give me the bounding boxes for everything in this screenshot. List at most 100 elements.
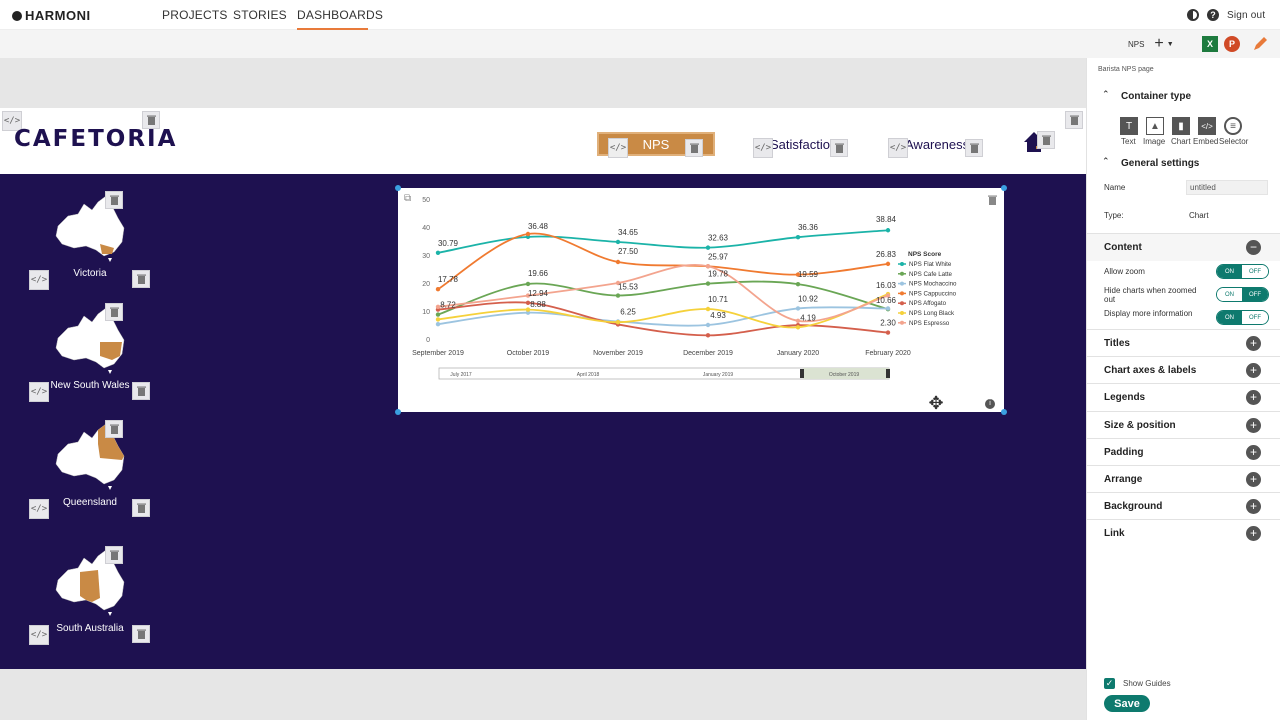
- delete-button[interactable]: [132, 625, 150, 643]
- display-more-toggle[interactable]: ON OFF: [1216, 310, 1269, 325]
- powerpoint-export-icon[interactable]: P: [1224, 36, 1240, 52]
- plus-icon[interactable]: +: [1246, 363, 1261, 379]
- legend-entry: NPS Mochaccino: [909, 281, 957, 288]
- state-map-sa[interactable]: [50, 546, 130, 616]
- resize-handle-bottom-left[interactable]: [395, 409, 401, 415]
- edit-pencil-icon[interactable]: [1251, 35, 1269, 53]
- nav-stories[interactable]: STORIES: [233, 8, 287, 22]
- tasmania: [108, 486, 112, 490]
- excel-export-icon[interactable]: X: [1202, 36, 1218, 52]
- info-icon[interactable]: i: [985, 399, 995, 409]
- image-type-icon[interactable]: ▲: [1146, 117, 1164, 135]
- delete-button[interactable]: [105, 546, 123, 564]
- tab-satisfaction[interactable]: Satisfaction: [770, 137, 838, 152]
- state-map-label: Queensland: [63, 497, 117, 508]
- container-type-heading[interactable]: Container type: [1121, 91, 1192, 102]
- help-icon[interactable]: ?: [1207, 9, 1219, 21]
- data-point: [525, 231, 531, 237]
- plus-icon[interactable]: +: [1246, 444, 1261, 460]
- theme-toggle-icon[interactable]: [1187, 9, 1199, 21]
- x-tick-label: November 2019: [593, 350, 643, 357]
- section-background[interactable]: Background +: [1087, 492, 1280, 520]
- highlighted-state: [100, 244, 114, 254]
- resize-handle-top-left[interactable]: [395, 185, 401, 191]
- allow-zoom-toggle[interactable]: ON OFF: [1216, 264, 1269, 279]
- nav-dashboards[interactable]: DASHBOARDS: [297, 8, 384, 22]
- open-external-icon[interactable]: ⧉: [404, 193, 412, 204]
- chevron-up-icon[interactable]: ⌃: [1102, 89, 1110, 99]
- content-section[interactable]: Content −: [1087, 233, 1280, 261]
- resize-handle-top-right[interactable]: [1001, 185, 1007, 191]
- section-chart-axes-labels[interactable]: Chart axes & labels +: [1087, 356, 1280, 384]
- delete-button[interactable]: [142, 111, 160, 129]
- state-map-nsw[interactable]: [50, 304, 130, 374]
- delete-button[interactable]: [105, 420, 123, 438]
- delete-button[interactable]: [132, 382, 150, 400]
- embed-code-button[interactable]: </>: [29, 382, 49, 402]
- name-input[interactable]: untitled: [1186, 180, 1268, 195]
- highlighted-state: [80, 570, 100, 602]
- legend-swatch-dot: [900, 262, 904, 266]
- section-titles[interactable]: Titles +: [1087, 329, 1280, 356]
- plus-icon[interactable]: +: [1246, 336, 1261, 351]
- delete-button[interactable]: [105, 191, 123, 209]
- save-button[interactable]: Save: [1104, 695, 1150, 712]
- text-type-icon[interactable]: T: [1120, 117, 1138, 135]
- tab-awareness[interactable]: Awareness: [905, 137, 970, 152]
- embed-type-icon[interactable]: </>: [1198, 117, 1216, 135]
- data-point: [435, 312, 441, 317]
- delete-button[interactable]: [132, 499, 150, 517]
- embed-code-button[interactable]: </>: [29, 499, 49, 519]
- tab-awareness-delete-button[interactable]: [965, 139, 983, 157]
- embed-code-button[interactable]: </>: [29, 270, 49, 290]
- tab-satisfaction-delete-button[interactable]: [830, 139, 848, 157]
- general-settings-heading[interactable]: General settings: [1121, 158, 1200, 169]
- data-point: [795, 318, 801, 323]
- plus-icon[interactable]: +: [1246, 526, 1261, 542]
- chart-delete-button[interactable]: [983, 191, 1001, 209]
- sign-out-link[interactable]: Sign out: [1227, 10, 1266, 21]
- embed-code-button[interactable]: </>: [29, 625, 49, 645]
- resize-handle-bottom-right[interactable]: [1001, 409, 1007, 415]
- legend-swatch-dot: [900, 291, 904, 296]
- section-legends[interactable]: Legends +: [1087, 383, 1280, 411]
- header-delete-button[interactable]: [1065, 111, 1083, 129]
- delete-button[interactable]: [105, 303, 123, 321]
- section-size-position[interactable]: Size & position +: [1087, 410, 1280, 438]
- home-delete-button[interactable]: [1037, 131, 1055, 149]
- chevron-up-icon[interactable]: ⌃: [1102, 156, 1110, 166]
- plus-icon[interactable]: +: [1246, 472, 1261, 487]
- delete-button[interactable]: [132, 270, 150, 288]
- data-point: [705, 322, 711, 328]
- app-logo[interactable]: HARMONI: [12, 8, 91, 23]
- section-link[interactable]: Link +: [1087, 519, 1280, 547]
- nps-line-chart[interactable]: 0 10 20 30 40 50 September 2019 October 2019 Nov…: [398, 188, 1004, 412]
- chart-type-icon[interactable]: ▮: [1172, 117, 1190, 135]
- plus-icon[interactable]: +: [1246, 417, 1261, 433]
- page-select[interactable]: NPS: [1128, 40, 1145, 49]
- show-guides-checkbox[interactable]: ✓: [1104, 678, 1115, 689]
- section-arrange[interactable]: Arrange +: [1087, 465, 1280, 492]
- tab-nps-embed-button[interactable]: </>: [608, 138, 628, 158]
- selector-type-icon[interactable]: ≡: [1224, 117, 1242, 135]
- add-page-button[interactable]: + ▼: [1150, 34, 1178, 54]
- tab-nps-delete-button[interactable]: [685, 139, 703, 157]
- move-icon[interactable]: ✥: [928, 393, 944, 413]
- series-line-3: [437, 232, 889, 290]
- minus-icon[interactable]: −: [1246, 240, 1261, 255]
- section-padding[interactable]: Padding +: [1087, 437, 1280, 465]
- state-map-vic[interactable]: [50, 192, 130, 262]
- plus-icon[interactable]: +: [1246, 499, 1261, 515]
- state-map-qld[interactable]: [50, 420, 130, 490]
- data-point: [435, 317, 441, 322]
- legend-entry: NPS Long Black: [909, 310, 955, 317]
- hide-charts-toggle[interactable]: ON OFF: [1216, 287, 1269, 302]
- nav-projects[interactable]: PROJECTS: [162, 8, 228, 22]
- data-label: 27.50: [618, 247, 639, 256]
- legend-entry: NPS Affogato: [909, 300, 947, 307]
- navigator-label: January 2019: [703, 372, 734, 378]
- tab-satisfaction-embed-button[interactable]: </>: [753, 138, 773, 158]
- plus-icon[interactable]: +: [1246, 390, 1261, 406]
- embed-code-button[interactable]: </>: [2, 111, 22, 131]
- tab-awareness-embed-button[interactable]: </>: [888, 138, 908, 158]
